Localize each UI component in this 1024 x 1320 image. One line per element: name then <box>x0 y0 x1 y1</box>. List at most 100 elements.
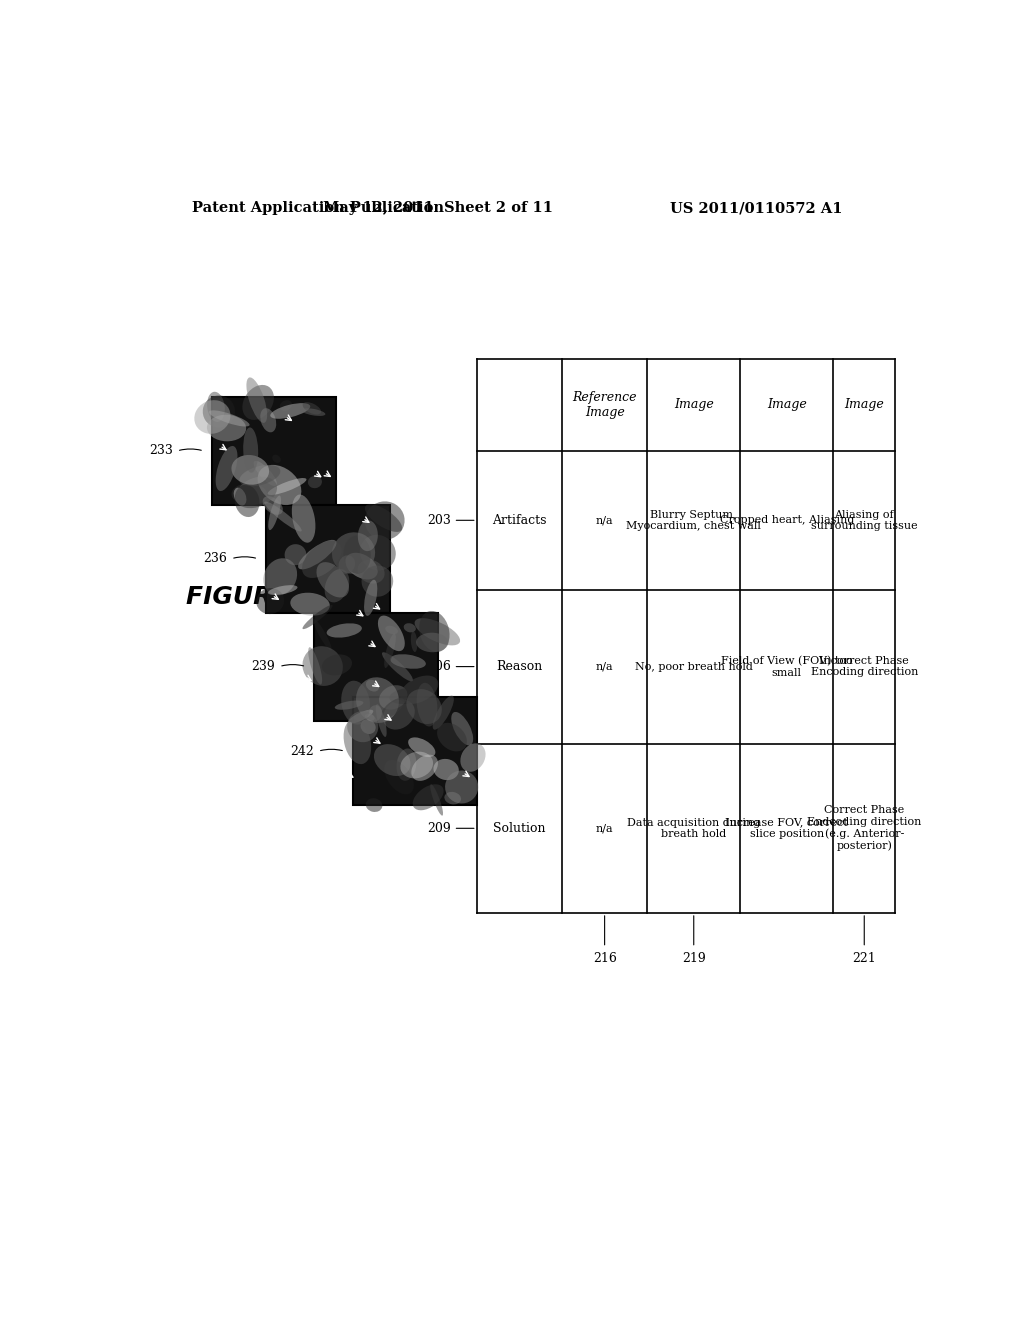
Ellipse shape <box>366 799 382 812</box>
Ellipse shape <box>322 655 352 676</box>
Text: n/a: n/a <box>596 661 613 672</box>
Ellipse shape <box>207 414 246 441</box>
Text: 209: 209 <box>427 822 452 834</box>
Text: May 12, 2011  Sheet 2 of 11: May 12, 2011 Sheet 2 of 11 <box>323 202 553 215</box>
Ellipse shape <box>302 605 333 630</box>
Ellipse shape <box>389 688 426 704</box>
Text: Patent Application Publication: Patent Application Publication <box>191 202 443 215</box>
Ellipse shape <box>365 502 404 540</box>
Text: 239: 239 <box>252 660 275 673</box>
Text: Reason: Reason <box>497 660 543 673</box>
Ellipse shape <box>262 496 283 515</box>
Ellipse shape <box>400 676 438 704</box>
Bar <box>352 697 477 805</box>
Bar <box>212 397 336 506</box>
Ellipse shape <box>258 465 301 506</box>
Ellipse shape <box>263 558 297 595</box>
Ellipse shape <box>365 579 377 616</box>
Text: Reference
Image: Reference Image <box>572 391 637 418</box>
Ellipse shape <box>433 696 454 730</box>
Text: Field of View (FOV) too
small: Field of View (FOV) too small <box>721 656 853 677</box>
Text: Image: Image <box>845 399 884 412</box>
Ellipse shape <box>303 403 322 414</box>
Ellipse shape <box>384 760 414 795</box>
Ellipse shape <box>254 461 276 486</box>
Ellipse shape <box>403 623 416 632</box>
Text: Solution: Solution <box>494 822 546 834</box>
Ellipse shape <box>313 619 332 651</box>
Ellipse shape <box>325 569 349 602</box>
Ellipse shape <box>256 589 284 614</box>
Ellipse shape <box>379 685 408 710</box>
Ellipse shape <box>267 478 306 495</box>
Ellipse shape <box>280 400 292 411</box>
Ellipse shape <box>407 689 441 725</box>
Ellipse shape <box>301 408 326 416</box>
Ellipse shape <box>264 502 302 532</box>
Text: n/a: n/a <box>596 515 613 525</box>
Ellipse shape <box>209 411 250 426</box>
Ellipse shape <box>335 701 364 710</box>
Ellipse shape <box>316 562 349 598</box>
Ellipse shape <box>243 385 273 420</box>
Ellipse shape <box>231 455 269 484</box>
Ellipse shape <box>383 700 415 730</box>
Ellipse shape <box>308 647 323 685</box>
Text: 242: 242 <box>290 744 314 758</box>
Ellipse shape <box>345 553 378 579</box>
Text: 216: 216 <box>593 952 616 965</box>
Ellipse shape <box>243 428 258 473</box>
Ellipse shape <box>430 784 443 816</box>
Ellipse shape <box>270 403 310 418</box>
Ellipse shape <box>268 495 281 531</box>
Text: 221: 221 <box>852 952 877 965</box>
Ellipse shape <box>376 704 387 737</box>
Ellipse shape <box>390 655 426 669</box>
Ellipse shape <box>374 744 411 776</box>
Ellipse shape <box>356 677 399 723</box>
Ellipse shape <box>417 682 437 726</box>
Text: US 2011/0110572 A1: US 2011/0110572 A1 <box>670 202 842 215</box>
Ellipse shape <box>203 396 236 428</box>
Ellipse shape <box>207 392 225 422</box>
Ellipse shape <box>302 541 342 578</box>
Ellipse shape <box>348 710 374 723</box>
Ellipse shape <box>359 535 395 570</box>
Text: 233: 233 <box>150 445 173 458</box>
Ellipse shape <box>368 705 382 722</box>
Text: FIGURE 2: FIGURE 2 <box>186 585 315 610</box>
Ellipse shape <box>347 711 378 742</box>
Ellipse shape <box>236 477 278 508</box>
Ellipse shape <box>416 632 449 652</box>
Bar <box>266 506 390 612</box>
Ellipse shape <box>343 536 371 574</box>
Ellipse shape <box>360 719 376 734</box>
Text: Data acquisition during
breath hold: Data acquisition during breath hold <box>627 817 761 840</box>
Ellipse shape <box>415 618 460 645</box>
Ellipse shape <box>291 593 330 615</box>
Ellipse shape <box>378 615 404 651</box>
Ellipse shape <box>233 487 247 506</box>
Ellipse shape <box>247 378 267 422</box>
Ellipse shape <box>444 792 461 804</box>
Ellipse shape <box>377 565 383 572</box>
Ellipse shape <box>366 680 379 692</box>
Ellipse shape <box>339 556 355 574</box>
Ellipse shape <box>302 647 343 686</box>
Text: 219: 219 <box>682 952 706 965</box>
Ellipse shape <box>452 711 473 746</box>
Text: Image: Image <box>767 399 807 412</box>
Ellipse shape <box>216 446 238 491</box>
Ellipse shape <box>400 751 433 779</box>
Ellipse shape <box>384 634 396 668</box>
Ellipse shape <box>268 585 298 595</box>
Text: Cropped heart, Aliasing: Cropped heart, Aliasing <box>720 515 854 525</box>
Ellipse shape <box>433 759 459 780</box>
Text: No, poor breath hold: No, poor breath hold <box>635 661 753 672</box>
Ellipse shape <box>292 495 315 543</box>
Ellipse shape <box>327 623 361 638</box>
Ellipse shape <box>344 719 371 764</box>
Ellipse shape <box>260 408 276 433</box>
Ellipse shape <box>385 626 398 634</box>
Text: 203: 203 <box>427 513 452 527</box>
